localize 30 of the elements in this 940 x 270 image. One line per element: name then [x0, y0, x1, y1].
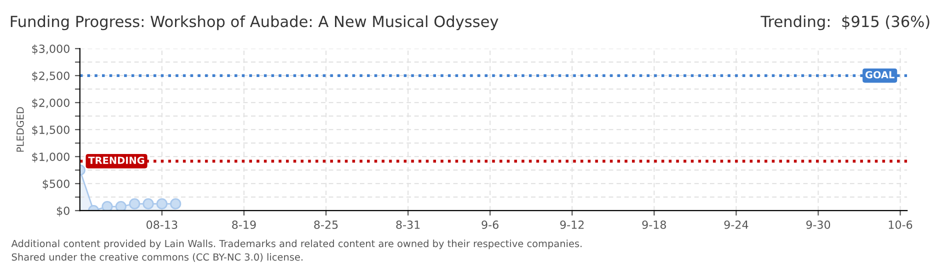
chart-subtitle: Trending: $915 (36%): [760, 15, 930, 30]
point: [102, 200, 113, 211]
point: [170, 198, 182, 210]
point: [156, 198, 168, 210]
y-axis-title: PLEDGED: [16, 107, 24, 152]
x-tick-label: 10-6: [888, 220, 912, 229]
x-tick-label: 9-18: [642, 220, 666, 229]
text: Additional content provided by Lain Walls. Trademarks and related content are owned by their respective companies.: [11, 240, 582, 250]
x-tick-label: 9-30: [806, 220, 830, 229]
x-tick-label: 8-31: [396, 220, 420, 229]
x-tick-label: 08-13: [146, 220, 178, 229]
y-tick-label: $2,500: [32, 71, 70, 82]
ref-line-label: GOAL: [865, 71, 894, 78]
y-tick-label: $1,500: [32, 125, 70, 136]
x-tick-label: 9-6: [482, 220, 498, 229]
x-tick-label: 8-25: [314, 220, 338, 229]
point: [142, 198, 154, 210]
x-tick-label: 8-19: [232, 220, 256, 229]
chart-title: Funding Progress: Workshop of Aubade: A New Musical Odyssey: [10, 15, 498, 30]
x-tick-label: 9-12: [560, 220, 584, 229]
point: [115, 200, 126, 211]
x-tick-label: 9-24: [724, 220, 748, 229]
point: [129, 198, 140, 210]
y-tick-label: $3,000: [32, 44, 70, 54]
text: Shared under the creative commons (CC BY-NC 3.0) license.: [12, 253, 302, 262]
y-tick-label: $2,000: [32, 98, 70, 108]
y-tick-label: $500: [42, 179, 70, 190]
y-tick-label: $1,000: [32, 152, 70, 162]
y-tick-label: $0: [56, 206, 70, 216]
ref-line-label: TRENDING: [88, 156, 144, 164]
